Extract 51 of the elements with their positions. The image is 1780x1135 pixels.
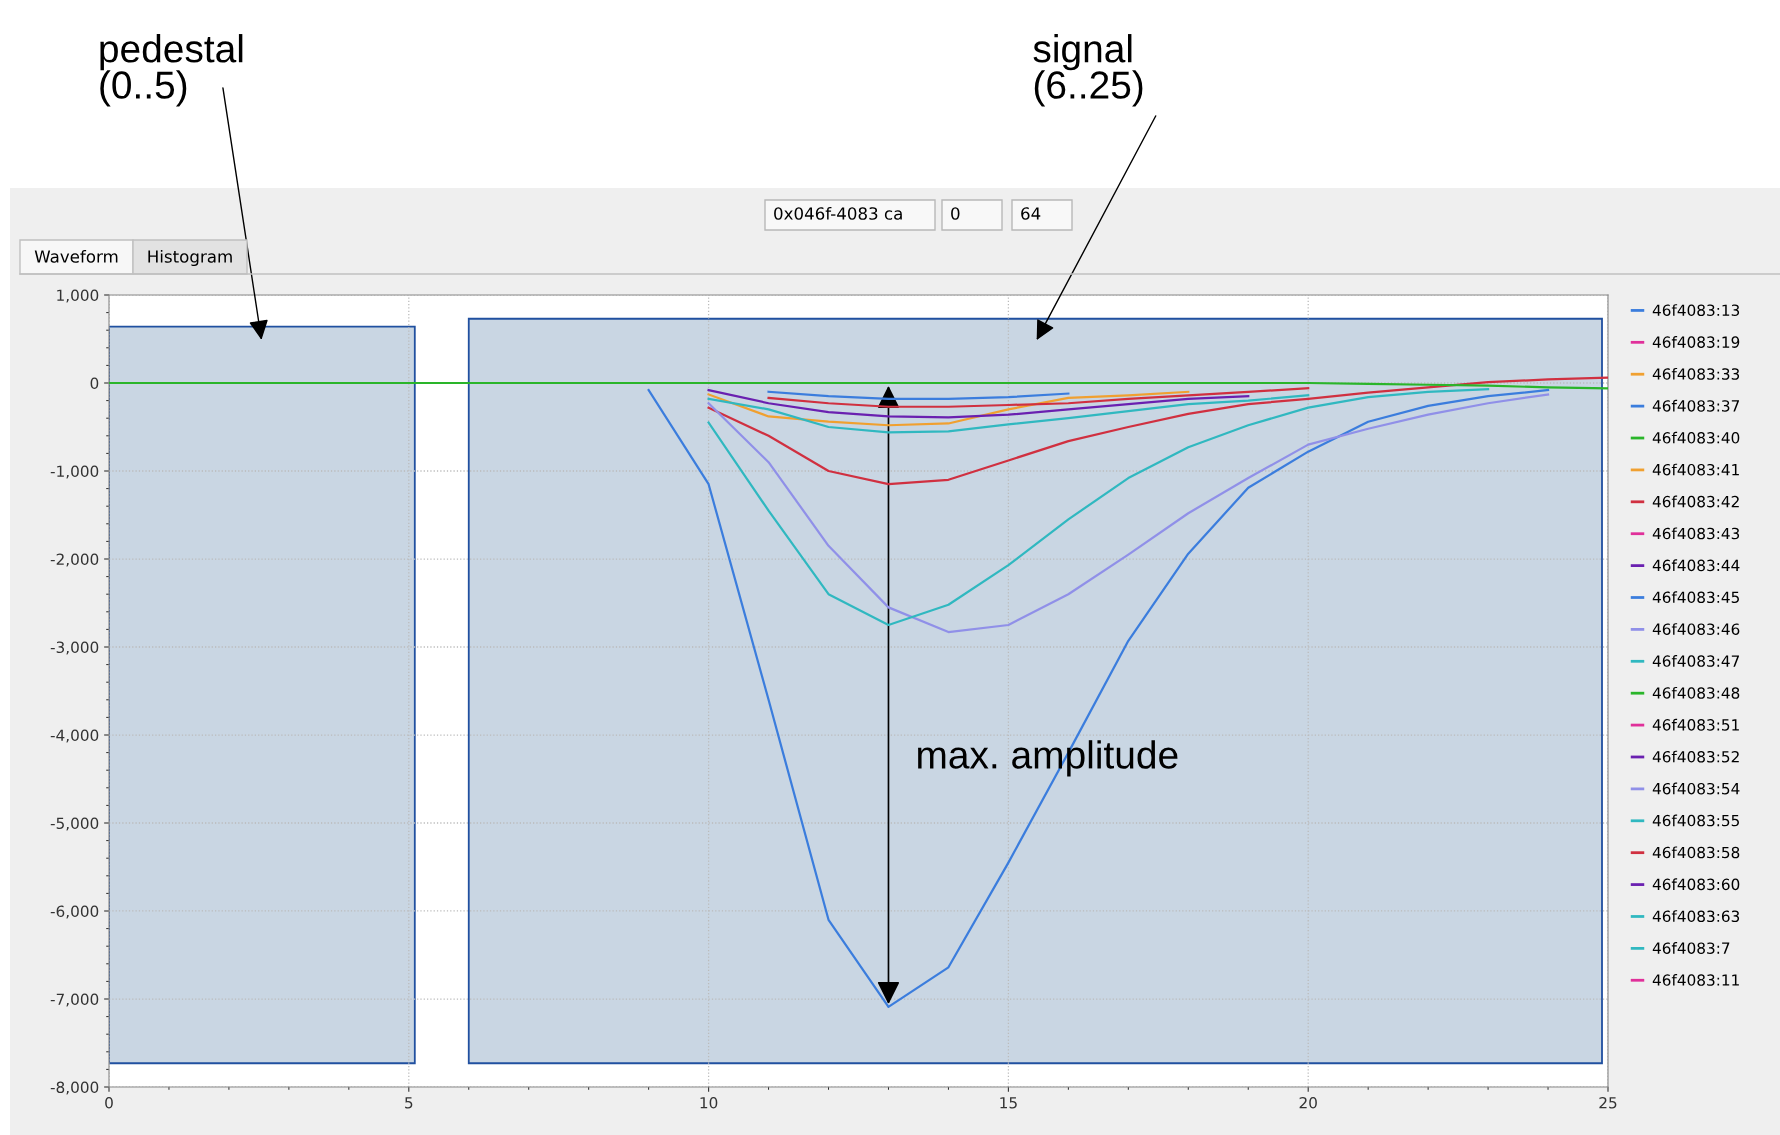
legend-label: 46f4083:41 — [1652, 463, 1739, 476]
legend-label: 46f4083:54 — [1652, 782, 1740, 795]
y-tick-label: -8,000 — [50, 1081, 99, 1095]
legend-label: 46f4083:48 — [1652, 686, 1740, 699]
legend-label: 46f4083:33 — [1652, 367, 1740, 380]
line-series — [707, 376, 1608, 486]
legend-label: 46f4083:11 — [1652, 974, 1739, 986]
line-series — [707, 390, 1190, 427]
legend-label: 46f4083:7 — [1652, 942, 1730, 954]
y-tick-label: -4,000 — [50, 729, 99, 743]
legend-label: 46f4083:40 — [1652, 431, 1740, 444]
text: Waveform — [34, 249, 118, 263]
text: 0 — [951, 207, 960, 220]
x-tick-label: 5 — [405, 1097, 413, 1109]
x-tick-label: 10 — [700, 1096, 718, 1109]
y-tick-label: -1,000 — [50, 465, 99, 479]
legend-label: 46f4083:43 — [1652, 527, 1740, 540]
legend-label: 46f4083:45 — [1652, 591, 1739, 604]
line-series — [707, 388, 1250, 419]
y-tick-label: -7,000 — [50, 993, 99, 1007]
text: Histogram — [148, 249, 232, 267]
legend-label: 46f4083:58 — [1652, 846, 1740, 859]
line-series — [767, 387, 1310, 408]
legend-label: 46f4083:55 — [1652, 814, 1739, 827]
legend-label: 46f4083:37 — [1652, 399, 1739, 412]
x-tick-label: 15 — [1000, 1097, 1017, 1109]
text: 64 — [1021, 207, 1041, 220]
y-tick-label: 1,000 — [57, 289, 99, 303]
y-tick-label: -3,000 — [50, 641, 99, 655]
band-label: signal (6..25) — [1033, 34, 1143, 107]
y-tick-label: 0 — [90, 377, 99, 390]
y-tick-label: -5,000 — [50, 817, 99, 831]
legend-label: 46f4083:63 — [1652, 910, 1740, 923]
x-tick-label: 0 — [105, 1096, 113, 1109]
x-tick-label: 20 — [1299, 1096, 1317, 1109]
line-series — [647, 388, 1550, 1009]
legend-label: 46f4083:60 — [1652, 878, 1740, 891]
legend-label: 46f4083:13 — [1652, 304, 1740, 316]
legend-label: 46f4083:42 — [1652, 495, 1739, 508]
legend-label: 46f4083:52 — [1652, 750, 1739, 763]
legend-label: 46f4083:19 — [1652, 336, 1740, 348]
legend-label: 46f4083:44 — [1652, 559, 1740, 572]
y-tick-label: -6,000 — [50, 905, 99, 919]
legend-label: 46f4083:46 — [1652, 623, 1740, 635]
text: 0x046f-4083 ca — [774, 206, 902, 220]
band-label: pedestal (0..5) — [100, 34, 243, 107]
line-series — [707, 394, 1310, 434]
legend-label: 46f4083:51 — [1652, 718, 1739, 731]
legend-label: 46f4083:47 — [1652, 655, 1739, 667]
y-tick-label: -2,000 — [50, 553, 99, 567]
x-tick-label: 25 — [1599, 1096, 1617, 1109]
